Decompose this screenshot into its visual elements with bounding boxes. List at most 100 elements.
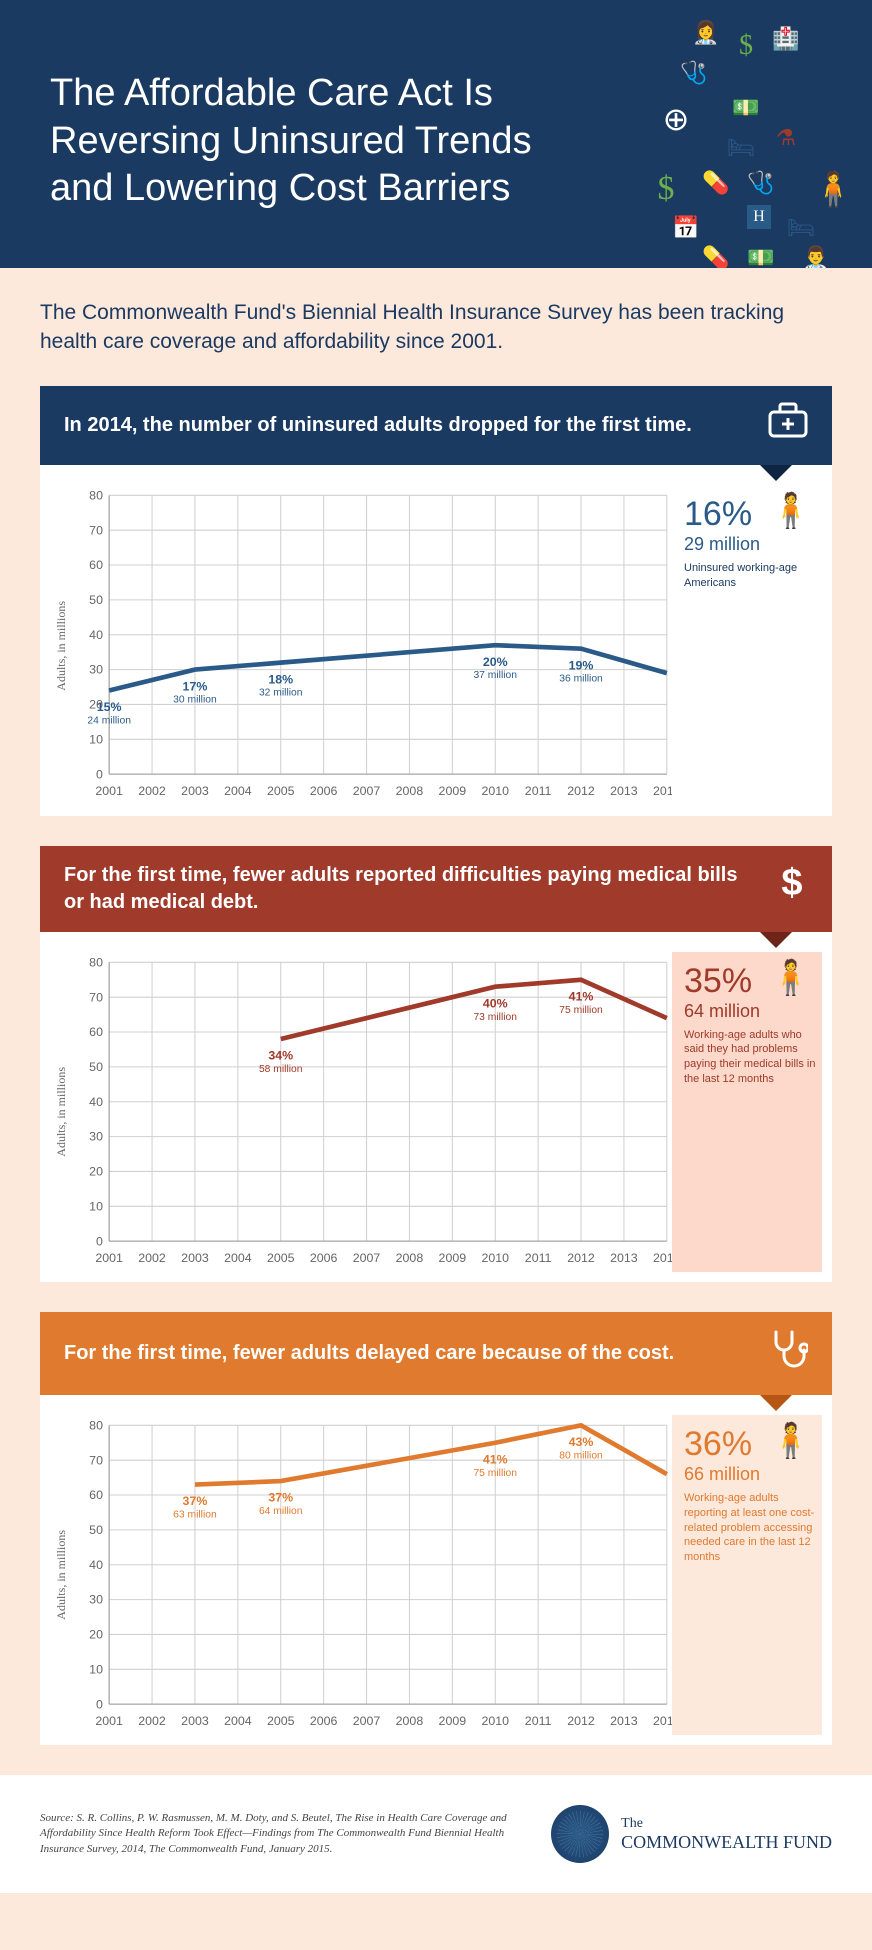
logo-icon bbox=[551, 1805, 609, 1863]
person-icon: 🧍 bbox=[770, 958, 812, 998]
svg-text:2011: 2011 bbox=[525, 1714, 552, 1728]
svg-text:43%: 43% bbox=[569, 1435, 594, 1449]
svg-text:2003: 2003 bbox=[181, 784, 209, 798]
svg-text:2004: 2004 bbox=[224, 1250, 252, 1264]
svg-text:18%: 18% bbox=[268, 673, 293, 687]
svg-text:0: 0 bbox=[96, 1697, 103, 1711]
dollar-icon: $ bbox=[652, 170, 680, 198]
commonwealth-logo: The COMMONWEALTH FUND bbox=[551, 1805, 832, 1863]
svg-text:2004: 2004 bbox=[224, 784, 252, 798]
svg-text:2011: 2011 bbox=[525, 784, 552, 798]
svg-text:2002: 2002 bbox=[138, 784, 166, 798]
svg-text:50: 50 bbox=[89, 593, 103, 607]
calendar-icon: 📅 bbox=[672, 215, 700, 243]
svg-text:10: 10 bbox=[89, 1662, 103, 1676]
footer: Source: S. R. Collins, P. W. Rasmussen, … bbox=[0, 1775, 872, 1893]
svg-text:40: 40 bbox=[89, 1558, 103, 1572]
svg-text:2008: 2008 bbox=[396, 1250, 424, 1264]
svg-text:60: 60 bbox=[89, 1488, 103, 1502]
svg-text:2009: 2009 bbox=[439, 784, 467, 798]
svg-text:2006: 2006 bbox=[310, 1714, 338, 1728]
chart-3-block: For the first time, fewer adults delayed… bbox=[0, 1312, 872, 1775]
svg-text:58 million: 58 million bbox=[259, 1064, 303, 1075]
svg-text:17%: 17% bbox=[183, 680, 208, 694]
svg-text:20: 20 bbox=[89, 1628, 103, 1642]
mortar-icon: ⚗ bbox=[772, 125, 800, 153]
svg-text:10: 10 bbox=[89, 1199, 103, 1213]
svg-text:2005: 2005 bbox=[267, 1714, 295, 1728]
svg-text:2010: 2010 bbox=[481, 784, 509, 798]
svg-text:2013: 2013 bbox=[610, 1714, 638, 1728]
dollar-icon: $ bbox=[776, 863, 808, 914]
svg-text:50: 50 bbox=[89, 1060, 103, 1074]
svg-text:80 million: 80 million bbox=[559, 1450, 603, 1461]
chart-2-banner-text: For the first time, fewer adults reporte… bbox=[64, 862, 760, 916]
chart-2-block: For the first time, fewer adults reporte… bbox=[0, 846, 872, 1312]
svg-text:24 million: 24 million bbox=[87, 716, 131, 727]
chart-1-banner-text: In 2014, the number of uninsured adults … bbox=[64, 412, 692, 439]
svg-text:2008: 2008 bbox=[396, 1714, 424, 1728]
svg-text:2010: 2010 bbox=[481, 1714, 509, 1728]
svg-text:2001: 2001 bbox=[95, 784, 123, 798]
logo-text: The COMMONWEALTH FUND bbox=[621, 1816, 832, 1853]
money-icon: 💵 bbox=[747, 245, 775, 268]
chart-1-callout: 🧍 16% 29 million Uninsured working-age A… bbox=[672, 485, 822, 805]
svg-text:75 million: 75 million bbox=[559, 1004, 603, 1015]
chart-3-ylabel: Adults, in millions bbox=[50, 1530, 73, 1620]
svg-text:2007: 2007 bbox=[353, 1714, 381, 1728]
chart-2-ylabel: Adults, in millions bbox=[50, 1067, 73, 1157]
svg-text:2014: 2014 bbox=[653, 784, 672, 798]
svg-text:2005: 2005 bbox=[267, 1250, 295, 1264]
svg-text:60: 60 bbox=[89, 559, 103, 573]
chart-2-svg: 0102030405060708020012002200320042005200… bbox=[73, 952, 672, 1272]
svg-text:80: 80 bbox=[89, 489, 103, 503]
pill-icon: 💊 bbox=[702, 245, 730, 268]
chart-1-banner: In 2014, the number of uninsured adults … bbox=[40, 386, 832, 465]
svg-text:0: 0 bbox=[96, 768, 103, 782]
pill-icon: 💊 bbox=[702, 170, 730, 198]
svg-text:2008: 2008 bbox=[396, 784, 424, 798]
person-icon: 🧍 bbox=[770, 491, 812, 531]
header-icon-swirl: 👩‍⚕️ $ 🏥 🩺 ⊕ 💵 🛏 ⚗ $ 💊 🩺 🧍 📅 H 🛏 💊 💵 👨‍⚕… bbox=[572, 20, 872, 268]
stethoscope-icon: 🩺 bbox=[680, 60, 708, 88]
svg-text:37%: 37% bbox=[183, 1494, 208, 1508]
svg-text:0: 0 bbox=[96, 1234, 103, 1248]
chart-1-ylabel: Adults, in millions bbox=[50, 601, 73, 691]
chart-3-callout: 🧍 36% 66 million Working-age adults repo… bbox=[672, 1415, 822, 1735]
svg-text:40%: 40% bbox=[483, 996, 508, 1010]
svg-text:75 million: 75 million bbox=[473, 1468, 517, 1479]
header: The Affordable Care Act Is Reversing Uni… bbox=[0, 0, 872, 268]
stethoscope-icon bbox=[768, 1328, 808, 1379]
svg-text:2011: 2011 bbox=[525, 1250, 552, 1264]
svg-text:80: 80 bbox=[89, 955, 103, 969]
svg-text:73 million: 73 million bbox=[473, 1011, 517, 1022]
svg-text:2012: 2012 bbox=[567, 1714, 595, 1728]
svg-text:2007: 2007 bbox=[353, 784, 381, 798]
svg-text:2014: 2014 bbox=[653, 1714, 672, 1728]
callout-desc: Working-age adults who said they had pro… bbox=[684, 1028, 822, 1087]
svg-text:2007: 2007 bbox=[353, 1250, 381, 1264]
medkit-icon: 🏥 bbox=[772, 26, 800, 54]
svg-text:19%: 19% bbox=[569, 659, 594, 673]
svg-text:15%: 15% bbox=[97, 701, 122, 715]
svg-text:40: 40 bbox=[89, 1094, 103, 1108]
svg-text:70: 70 bbox=[89, 524, 103, 538]
svg-text:70: 70 bbox=[89, 1453, 103, 1467]
svg-text:37%: 37% bbox=[268, 1491, 293, 1505]
svg-text:2005: 2005 bbox=[267, 784, 295, 798]
bed-icon: 🛏 bbox=[787, 215, 815, 243]
chart-3-banner-text: For the first time, fewer adults delayed… bbox=[64, 1340, 674, 1367]
callout-value: 29 million bbox=[684, 534, 822, 555]
chart-2-banner: For the first time, fewer adults reporte… bbox=[40, 846, 832, 932]
svg-text:20: 20 bbox=[89, 1164, 103, 1178]
svg-text:34%: 34% bbox=[268, 1048, 293, 1062]
page-title: The Affordable Care Act Is Reversing Uni… bbox=[50, 70, 550, 213]
svg-text:2002: 2002 bbox=[138, 1250, 166, 1264]
svg-text:2009: 2009 bbox=[439, 1714, 467, 1728]
svg-text:2013: 2013 bbox=[610, 784, 638, 798]
svg-text:$: $ bbox=[781, 863, 802, 903]
svg-text:30 million: 30 million bbox=[173, 695, 217, 706]
svg-text:41%: 41% bbox=[569, 989, 594, 1003]
svg-text:80: 80 bbox=[89, 1418, 103, 1432]
chart-1-block: In 2014, the number of uninsured adults … bbox=[0, 386, 872, 845]
